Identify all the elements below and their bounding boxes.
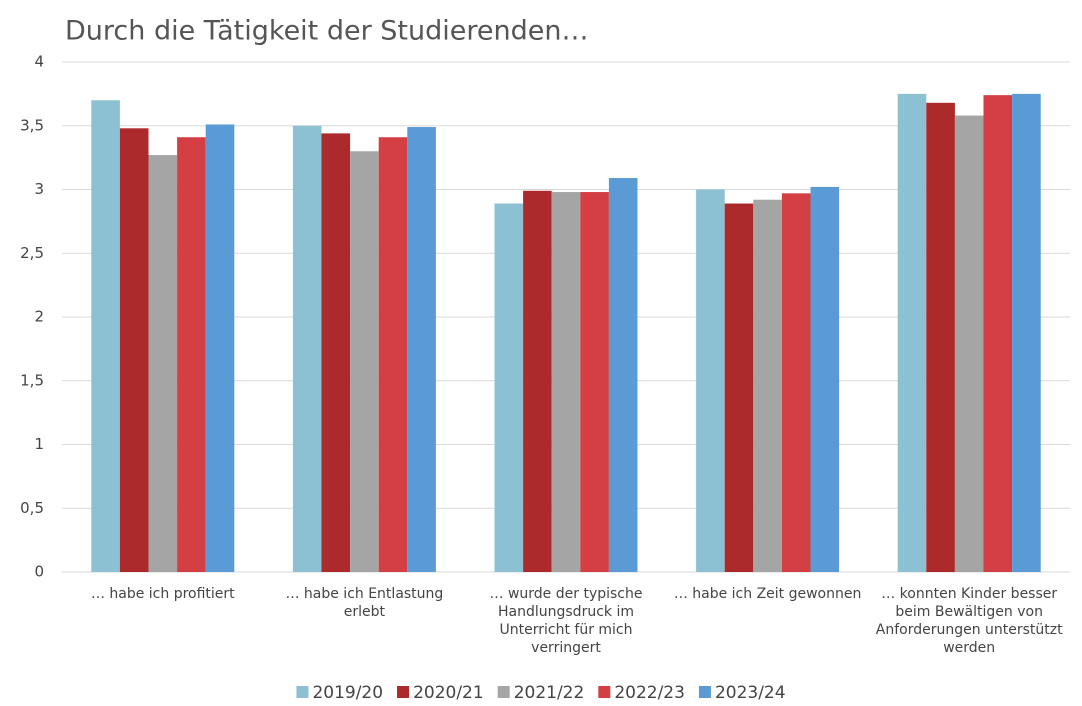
- bar: [350, 151, 379, 572]
- legend-label: 2021/22: [514, 683, 585, 703]
- bar: [494, 203, 524, 572]
- legend-swatch: [598, 686, 611, 698]
- legend-label: 2020/21: [413, 683, 484, 703]
- y-tick-label: 1: [34, 435, 44, 453]
- bar: [91, 100, 120, 572]
- bar: [523, 190, 552, 572]
- legend-label: 2022/23: [614, 683, 685, 703]
- bar: [148, 155, 178, 572]
- y-tick-label: 2: [34, 308, 44, 326]
- legend-swatch: [698, 686, 711, 698]
- y-tick-label: 4: [34, 53, 44, 71]
- x-tick-label: … habe ich Zeit gewonnen: [673, 586, 862, 602]
- legend-label: 2019/20: [312, 683, 383, 703]
- bar: [753, 199, 782, 572]
- bar: [292, 125, 322, 572]
- y-tick-label: 0,5: [20, 499, 44, 517]
- bar: [781, 193, 811, 572]
- bar: [321, 133, 351, 572]
- bar: [954, 115, 984, 573]
- legend-swatch: [397, 686, 410, 698]
- bar: [983, 95, 1013, 573]
- x-tick-label: … habe ich profitiert: [90, 586, 235, 602]
- bar: [580, 192, 609, 573]
- bar: [810, 186, 840, 572]
- y-tick-label: 1,5: [20, 371, 44, 389]
- legend-label: 2023/24: [715, 683, 786, 703]
- legend-swatch: [296, 686, 309, 698]
- bar: [205, 124, 235, 572]
- chart-title: Durch die Tätigkeit der Studierenden…: [65, 16, 588, 47]
- bar: [897, 93, 927, 572]
- y-tick-label: 3: [34, 180, 44, 198]
- y-tick-label: 0: [34, 563, 44, 581]
- x-tick-label: … wurde der typische Handlungsdruck im U…: [489, 586, 643, 656]
- y-tick-label: 2,5: [20, 244, 44, 262]
- bar: [724, 203, 754, 572]
- bar: [926, 102, 955, 573]
- bar: [608, 178, 638, 572]
- bar: [1012, 93, 1041, 572]
- bar: [177, 137, 206, 572]
- bar: [119, 128, 149, 573]
- bar: [696, 189, 725, 572]
- y-tick-label: 3,5: [20, 116, 44, 134]
- bar: [407, 127, 436, 573]
- bar: [378, 137, 408, 572]
- x-tick-label: … konnten Kinder besser beim Bewältigen …: [875, 586, 1063, 656]
- bar: [551, 192, 581, 573]
- legend-swatch: [497, 686, 510, 698]
- x-tick-label: … habe ich Entlastung erlebt: [285, 586, 444, 620]
